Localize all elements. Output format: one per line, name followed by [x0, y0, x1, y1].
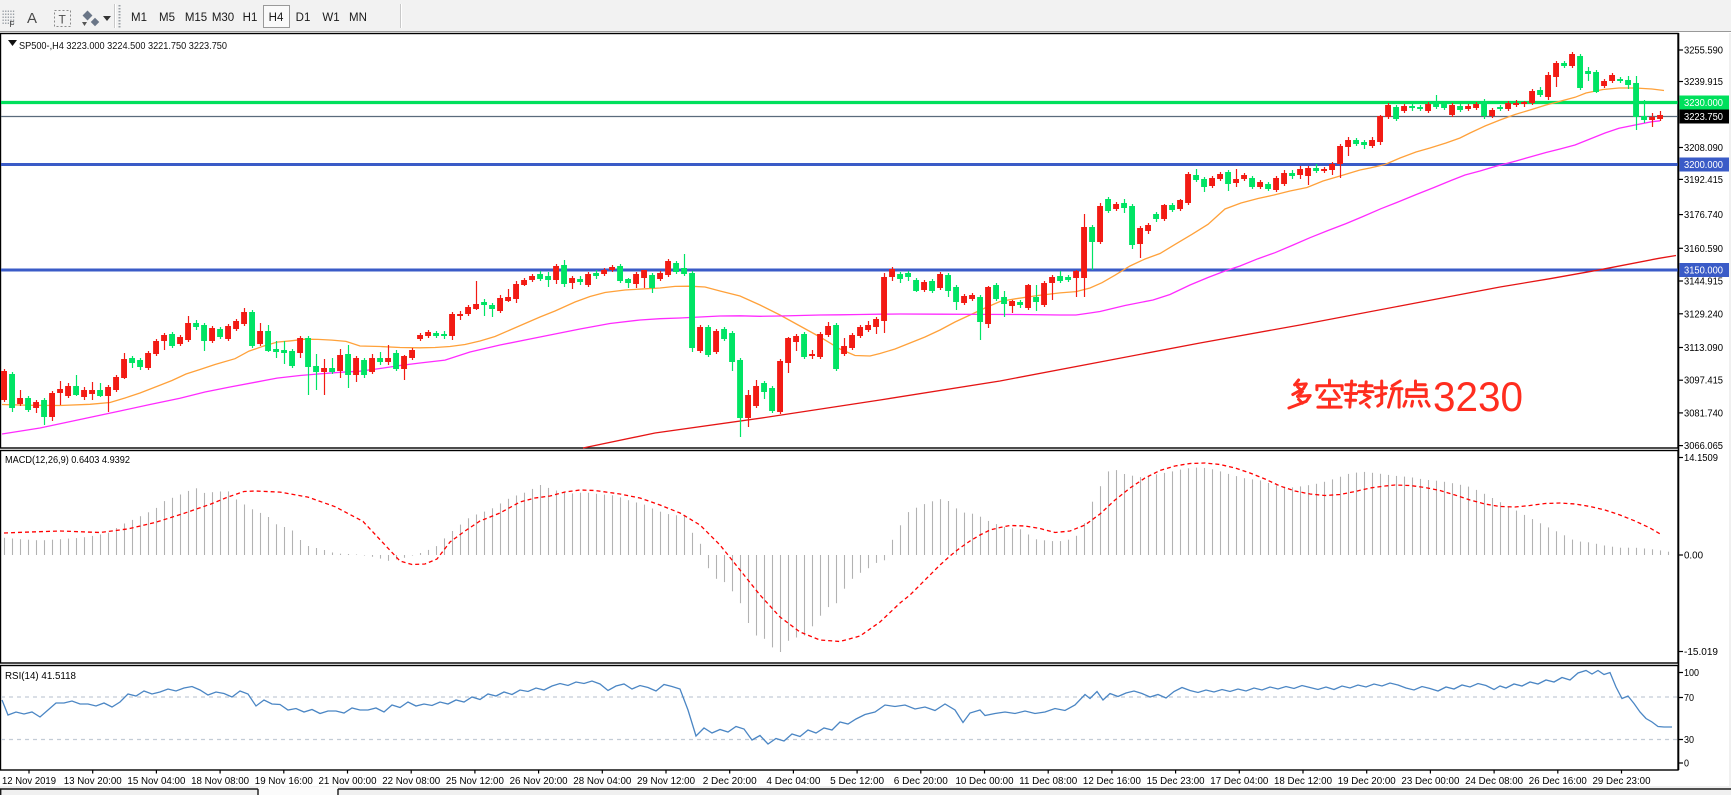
svg-text:3066.065: 3066.065	[1684, 441, 1723, 452]
svg-text:19 Dec 20:00: 19 Dec 20:00	[1338, 775, 1396, 787]
svg-text:F: F	[10, 20, 15, 29]
svg-text:A: A	[27, 10, 37, 27]
svg-text:3192.415: 3192.415	[1684, 175, 1723, 186]
svg-text:3129.240: 3129.240	[1684, 309, 1723, 320]
svg-text:29 Dec 23:00: 29 Dec 23:00	[1593, 775, 1651, 787]
svg-text:28 Nov 04:00: 28 Nov 04:00	[573, 775, 631, 787]
svg-text:26 Dec 16:00: 26 Dec 16:00	[1529, 775, 1587, 787]
svg-text:2 Dec 20:00: 2 Dec 20:00	[703, 775, 757, 787]
svg-text:18 Nov 08:00: 18 Nov 08:00	[191, 775, 249, 787]
svg-text:M15: M15	[185, 12, 207, 24]
svg-text:W1: W1	[322, 12, 339, 24]
svg-text:21 Nov 00:00: 21 Nov 00:00	[319, 775, 377, 787]
svg-text:0.00: 0.00	[1684, 551, 1703, 562]
svg-text:3150.000: 3150.000	[1684, 266, 1723, 277]
svg-text:3176.740: 3176.740	[1684, 210, 1723, 221]
svg-text:MACD(12,26,9) 0.6403 4.9392: MACD(12,26,9) 0.6403 4.9392	[5, 455, 130, 466]
svg-text:3144.915: 3144.915	[1684, 277, 1723, 288]
svg-text:24 Dec 08:00: 24 Dec 08:00	[1465, 775, 1523, 787]
svg-text:13 Nov 20:00: 13 Nov 20:00	[64, 775, 122, 787]
svg-text:H4: H4	[269, 12, 284, 24]
svg-text:70: 70	[1684, 693, 1694, 704]
svg-text:SP500-,H4 3223.000 3224.500 3: SP500-,H4 3223.000 3224.500 3221.750 322…	[19, 40, 227, 52]
svg-text:H1: H1	[243, 12, 258, 24]
svg-text:6 Dec 20:00: 6 Dec 20:00	[894, 775, 948, 787]
svg-text:100: 100	[1684, 668, 1699, 679]
svg-text:3160.590: 3160.590	[1684, 244, 1723, 255]
svg-text:30: 30	[1684, 735, 1694, 746]
svg-text:26 Nov 20:00: 26 Nov 20:00	[510, 775, 568, 787]
svg-text:11 Dec 08:00: 11 Dec 08:00	[1019, 775, 1077, 787]
svg-text:0: 0	[1684, 759, 1689, 770]
svg-text:M30: M30	[212, 12, 234, 24]
svg-text:3081.740: 3081.740	[1684, 408, 1723, 419]
svg-text:T: T	[59, 13, 67, 27]
svg-text:23 Dec 00:00: 23 Dec 00:00	[1401, 775, 1459, 787]
svg-text:19 Nov 16:00: 19 Nov 16:00	[255, 775, 313, 787]
svg-text:4 Dec 04:00: 4 Dec 04:00	[766, 775, 820, 787]
svg-text:3239.915: 3239.915	[1684, 77, 1723, 88]
svg-text:M1: M1	[131, 12, 147, 24]
svg-text:29 Nov 12:00: 29 Nov 12:00	[637, 775, 695, 787]
svg-text:3230: 3230	[1433, 373, 1523, 420]
svg-text:22 Nov 08:00: 22 Nov 08:00	[382, 775, 440, 787]
svg-text:15 Nov 04:00: 15 Nov 04:00	[127, 775, 185, 787]
svg-text:3230.000: 3230.000	[1684, 98, 1723, 109]
svg-text:RSI(14) 41.5118: RSI(14) 41.5118	[5, 671, 76, 682]
svg-text:3223.750: 3223.750	[1684, 112, 1723, 123]
svg-text:10 Dec 00:00: 10 Dec 00:00	[956, 775, 1014, 787]
svg-text:14.1509: 14.1509	[1684, 453, 1718, 464]
svg-text:3097.415: 3097.415	[1684, 376, 1723, 387]
svg-text:MN: MN	[349, 12, 367, 24]
svg-text:3200.000: 3200.000	[1684, 160, 1723, 171]
svg-text:3208.090: 3208.090	[1684, 143, 1723, 154]
svg-text:D1: D1	[296, 12, 311, 24]
svg-text:12 Nov 2019: 12 Nov 2019	[2, 775, 56, 787]
svg-text:3113.090: 3113.090	[1684, 343, 1723, 354]
svg-text:3255.590: 3255.590	[1684, 46, 1723, 57]
svg-text:25 Nov 12:00: 25 Nov 12:00	[446, 775, 504, 787]
svg-text:5 Dec 12:00: 5 Dec 12:00	[830, 775, 884, 787]
svg-text:M5: M5	[159, 12, 175, 24]
svg-text:18 Dec 12:00: 18 Dec 12:00	[1274, 775, 1332, 787]
svg-text:15 Dec 23:00: 15 Dec 23:00	[1147, 775, 1205, 787]
svg-text:17 Dec 04:00: 17 Dec 04:00	[1210, 775, 1268, 787]
svg-text:-15.019: -15.019	[1684, 647, 1718, 658]
svg-text:12 Dec 16:00: 12 Dec 16:00	[1083, 775, 1141, 787]
